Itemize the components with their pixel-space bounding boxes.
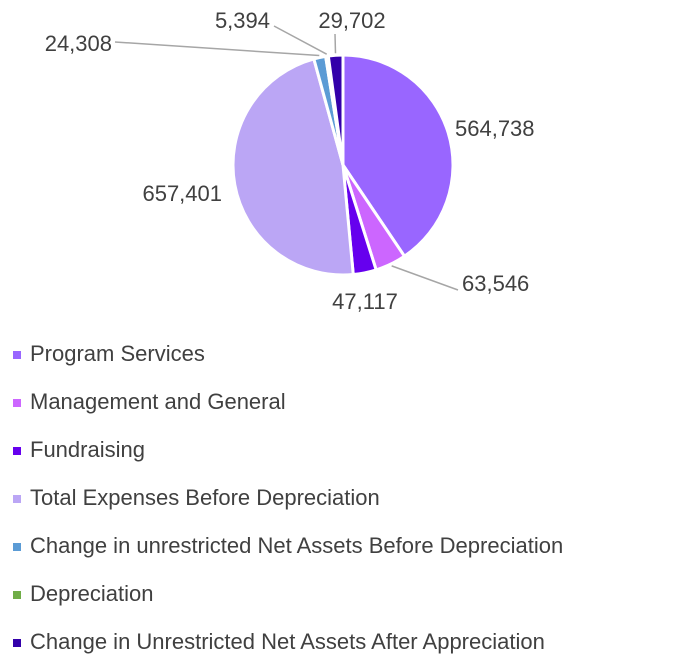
legend-swatch bbox=[13, 447, 21, 455]
legend-swatch bbox=[13, 639, 21, 647]
leader-line bbox=[114, 41, 320, 57]
legend-swatch bbox=[13, 351, 21, 359]
legend-label: Change in unrestricted Net Assets Before… bbox=[30, 533, 563, 558]
data-label: 564,738 bbox=[455, 116, 535, 141]
legend-label: Management and General bbox=[30, 389, 286, 414]
legend-label: Fundraising bbox=[30, 437, 145, 462]
data-label: 5,394 bbox=[215, 8, 270, 33]
legend-label: Change in Unrestricted Net Assets After … bbox=[30, 629, 545, 654]
legend-swatch bbox=[13, 591, 21, 599]
leader-line bbox=[391, 265, 459, 291]
legend-swatch bbox=[13, 495, 21, 503]
legend-swatch bbox=[13, 399, 21, 407]
legend-swatch bbox=[13, 543, 21, 551]
data-label: 657,401 bbox=[142, 181, 222, 206]
data-label: 24,308 bbox=[45, 31, 112, 56]
pie-slice bbox=[231, 57, 355, 277]
legend-label: Depreciation bbox=[30, 581, 154, 606]
legend-label: Program Services bbox=[30, 341, 205, 366]
data-label: 63,546 bbox=[462, 271, 529, 296]
legend-label: Total Expenses Before Depreciation bbox=[30, 485, 380, 510]
leader-line bbox=[273, 25, 328, 55]
pie-slice bbox=[341, 53, 455, 259]
pie-slice bbox=[326, 53, 345, 166]
data-label: 29,702 bbox=[318, 8, 385, 33]
data-label: 47,117 bbox=[332, 289, 398, 314]
